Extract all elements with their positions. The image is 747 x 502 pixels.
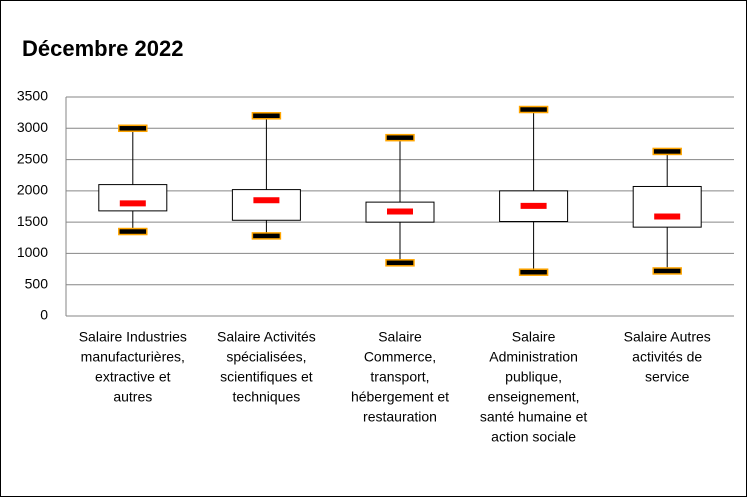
x-tick-label: Salaire Activités [217,329,316,345]
median [119,200,146,207]
x-tick-label: Salaire Autres [624,329,711,345]
x-tick-label: Salaire Industries [79,329,187,345]
box [231,189,301,221]
max-cap [518,105,549,114]
x-tick-label: autres [113,389,152,405]
max-cap [385,133,415,142]
x-tick-label: Commerce, [364,349,436,365]
y-tick-label: 500 [25,275,49,291]
x-tick-label: publique, [505,369,562,385]
x-tick-label: action sociale [491,429,576,445]
max-cap [652,147,682,156]
min-cap [251,232,282,240]
y-tick-label: 2000 [17,182,48,198]
x-tick-label: Salaire [378,329,422,345]
y-tick-label: 1500 [17,213,48,229]
x-tick-label: Administration [489,349,578,365]
x-tick-label: hébergement et [351,389,449,405]
median [654,213,681,220]
x-tick-label: extractive et [95,369,171,385]
min-cap [518,268,549,276]
x-tick-label: manufacturières, [81,349,185,365]
x-tick-label: service [645,369,690,385]
y-tick-label: 3500 [17,88,48,104]
x-tick-label: transport, [370,369,429,385]
x-tick-label: enseignement, [488,389,580,405]
x-tick-label: spécialisées, [226,349,306,365]
x-tick-label: Salaire [512,329,556,345]
x-tick-label: restauration [363,409,437,425]
median [520,202,547,209]
x-tick-label: techniques [233,389,301,405]
median [387,208,413,215]
box [632,185,702,228]
y-tick-label: 0 [40,307,48,323]
x-tick-label: activités de [632,349,702,365]
chart-title: Décembre 2022 [22,36,183,61]
min-cap [385,259,415,267]
min-cap [652,267,682,275]
y-tick-label: 1000 [17,244,48,260]
x-tick-label: scientifiques et [220,369,313,385]
y-tick-label: 2500 [17,150,48,166]
median [253,197,280,204]
max-cap [118,124,148,133]
box [98,184,168,212]
max-cap [251,112,282,120]
x-tick-label: santé humaine et [480,409,588,425]
min-cap [118,227,148,236]
y-tick-label: 3000 [17,119,48,135]
